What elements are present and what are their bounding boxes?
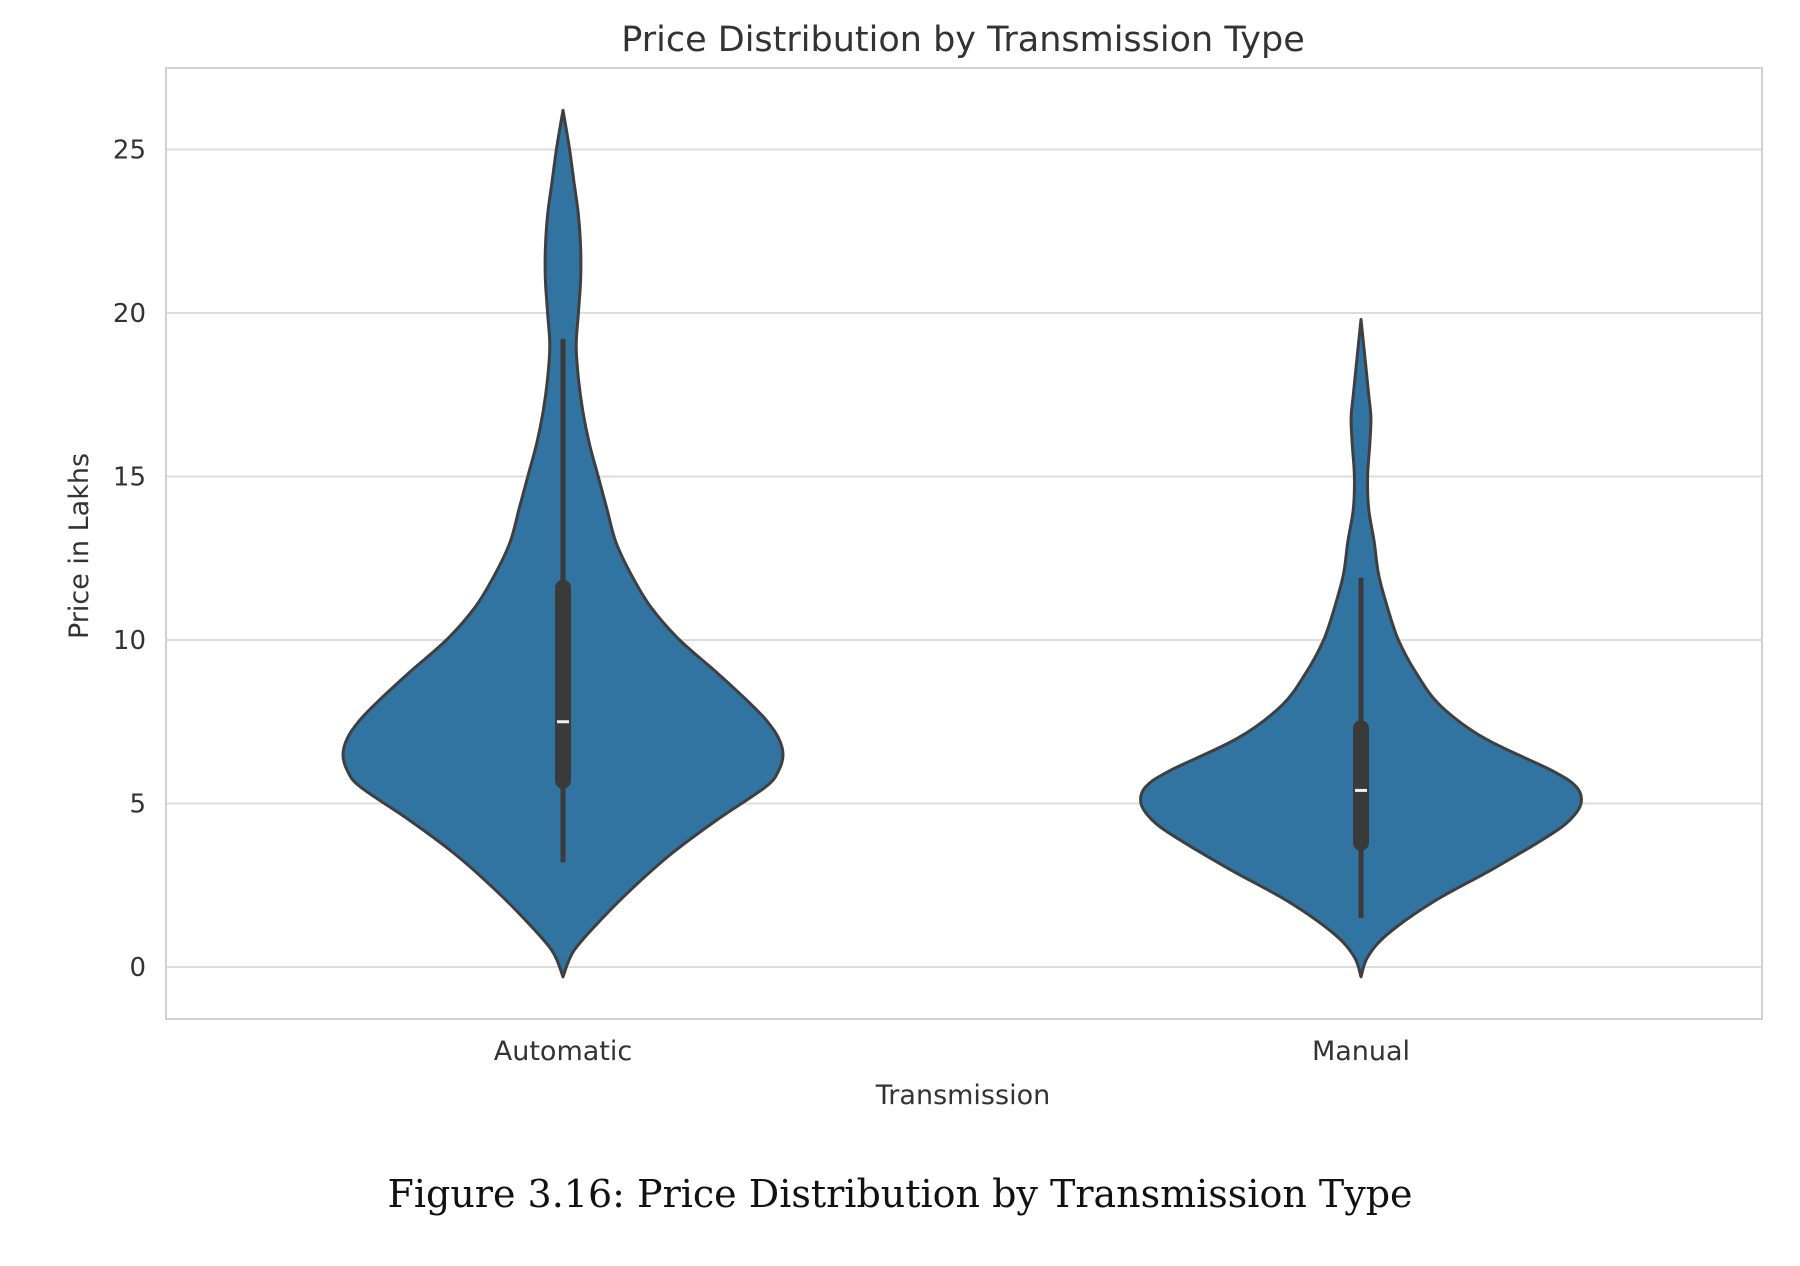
violins [341,108,1583,979]
y-tick-labels: 0 5 10 15 20 25 [113,136,146,984]
y-tick-label-20: 20 [113,299,146,329]
plot-frame [165,67,1763,1020]
x-axis-label: Transmission [875,1080,1050,1111]
y-tick-label-5: 5 [129,790,146,820]
inner-boxes [555,339,1369,918]
chart-title: Price Distribution by Transmission Type [621,20,1305,60]
x-tick-label-automatic: Automatic [494,1036,632,1067]
y-tick-label-0: 0 [129,953,146,983]
x-tick-labels: Automatic Manual [494,1036,1410,1067]
y-tick-label-25: 25 [113,136,146,166]
figure-caption: Figure 3.16: Price Distribution by Trans… [387,1172,1413,1216]
y-tick-label-15: 15 [113,463,146,493]
x-tick-label-manual: Manual [1312,1036,1410,1067]
y-tick-label-10: 10 [113,626,146,656]
violin-chart: 0 5 10 15 20 25 Automatic Manual Price Distrib… [64,20,1763,1111]
y-axis-label: Price in Lakhs [64,453,95,639]
